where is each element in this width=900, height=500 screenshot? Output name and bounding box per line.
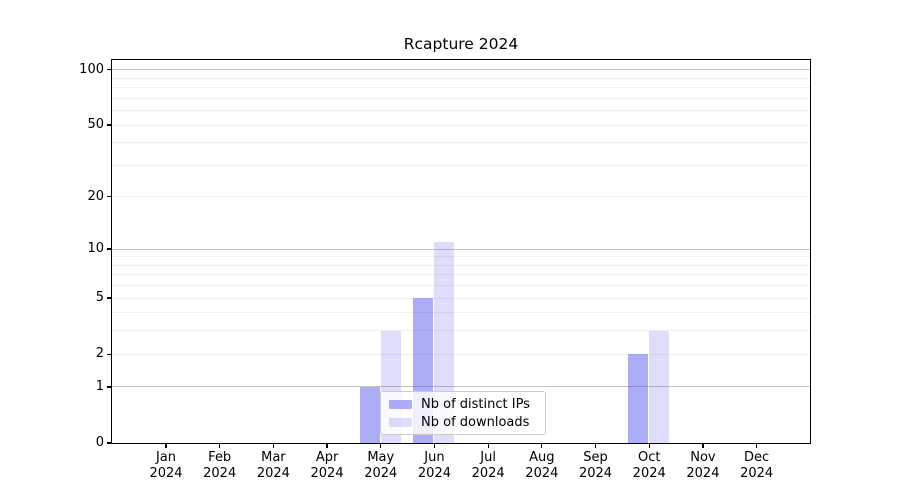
x-tick [219, 443, 221, 448]
legend-label-downloads: Nb of downloads [421, 414, 530, 430]
x-tick-label: Sep 2024 [578, 450, 613, 481]
gridline-minor [112, 124, 810, 126]
x-tick-label: Jul 2024 [471, 450, 505, 481]
x-tick-label: Oct 2024 [632, 450, 666, 481]
x-tick [755, 443, 758, 448]
gridline-minor [112, 164, 810, 166]
gridline-minor [112, 142, 810, 144]
x-tick [648, 443, 650, 448]
y-tick [107, 124, 112, 126]
x-tick [433, 443, 436, 448]
gridline-minor [112, 312, 810, 314]
gridline-minor [112, 297, 810, 299]
y-tick-label: 50 [87, 117, 104, 133]
y-tick [107, 297, 112, 299]
gridline-minor [112, 330, 810, 332]
x-tick [380, 443, 382, 448]
gridline-minor [112, 110, 810, 112]
chart-title: Rcapture 2024 [403, 35, 519, 53]
y-tick-label: 5 [95, 290, 104, 306]
y-tick-label: 10 [87, 241, 104, 257]
x-tick-label: Dec 2024 [740, 450, 774, 481]
y-tick-label: 100 [79, 61, 104, 77]
gridline-minor [112, 77, 810, 79]
x-tick-label: Aug 2024 [525, 450, 559, 481]
x-tick-label: Feb 2024 [203, 450, 237, 481]
y-tick [107, 442, 112, 444]
gridline-minor [112, 196, 810, 198]
gridline-minor [112, 353, 810, 355]
y-tick-label: 2 [95, 346, 104, 362]
bar-downloads-oct [649, 330, 670, 443]
x-tick [702, 443, 704, 448]
x-tick-label: May 2024 [364, 450, 398, 481]
legend-swatch-distinct-ips [389, 399, 412, 409]
legend-item-distinct-ips: Nb of distinct IPs [389, 397, 545, 412]
gridline-minor [112, 264, 810, 266]
y-tick-label: 20 [87, 188, 104, 204]
y-tick-label: 0 [95, 435, 104, 450]
gridline-minor [112, 97, 810, 99]
y-tick [107, 196, 112, 198]
bar-distinct-ips-may [359, 386, 380, 443]
x-tick [165, 443, 167, 448]
x-tick-label: Jan 2024 [149, 450, 183, 481]
x-tick [541, 443, 543, 448]
x-tick [272, 443, 275, 448]
y-tick [107, 248, 112, 250]
y-tick [107, 386, 112, 388]
legend: Nb of distinct IPs Nb of downloads [380, 391, 546, 435]
gridline-minor [112, 256, 810, 258]
x-tick [326, 443, 328, 448]
x-tick [487, 443, 489, 448]
x-tick [594, 443, 597, 448]
x-tick-label: Nov 2024 [686, 450, 720, 481]
x-tick-label: Jun 2024 [417, 450, 451, 481]
gridline-major [112, 386, 810, 388]
y-tick-label: 1 [95, 378, 104, 394]
x-tick-label: Apr 2024 [310, 450, 344, 481]
plot-area: Nb of distinct IPs Nb of downloads [111, 59, 811, 444]
legend-label-distinct-ips: Nb of distinct IPs [421, 396, 530, 412]
legend-swatch-downloads [389, 417, 412, 427]
gridline-minor [112, 274, 810, 276]
y-tick [107, 353, 112, 355]
gridline-major [112, 248, 810, 250]
gridline-minor [112, 87, 810, 89]
gridline-major [112, 69, 810, 71]
x-tick-label: Mar 2024 [256, 450, 290, 481]
bar-distinct-ips-oct [628, 354, 649, 443]
y-tick [107, 69, 112, 71]
gridline-minor [112, 285, 810, 287]
legend-item-downloads: Nb of downloads [389, 415, 545, 430]
